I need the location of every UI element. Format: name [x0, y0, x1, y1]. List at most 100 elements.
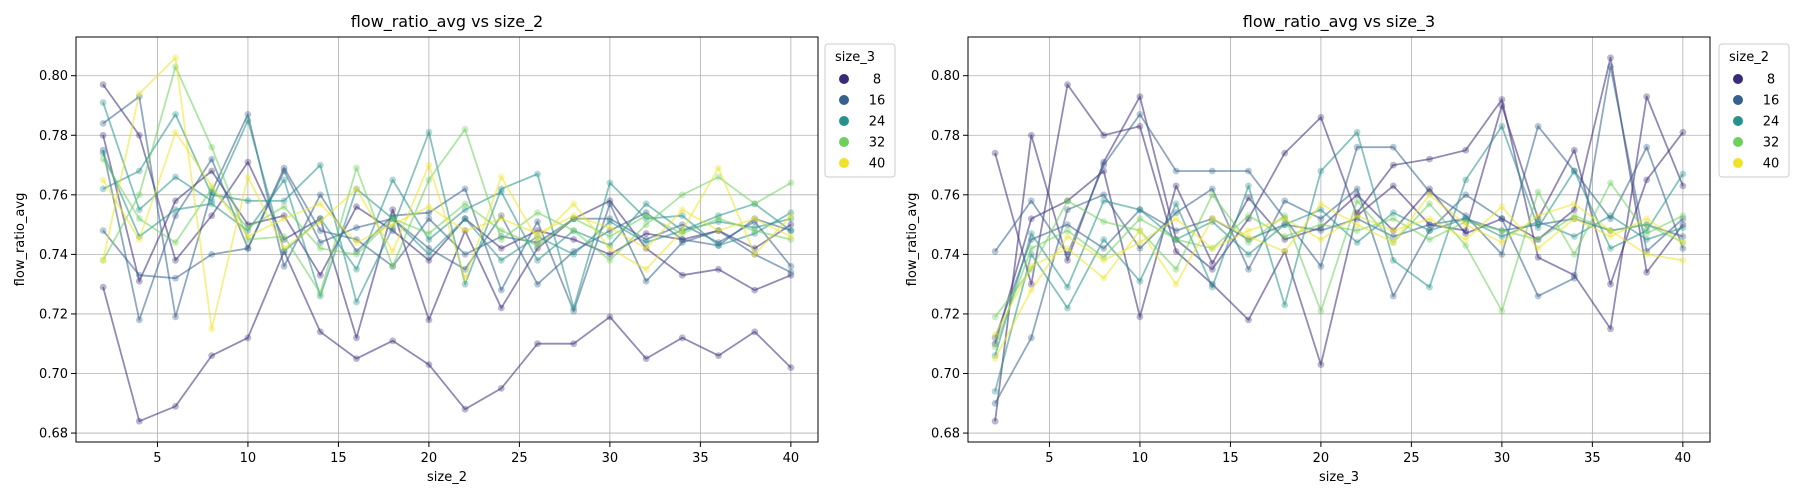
data-point — [99, 185, 107, 193]
data-point — [570, 307, 578, 315]
data-point — [1353, 227, 1361, 235]
data-point — [425, 230, 433, 237]
data-point — [1136, 227, 1144, 235]
data-point — [461, 227, 469, 235]
data-point — [1389, 209, 1397, 217]
data-point — [1679, 182, 1687, 190]
data-point — [425, 203, 433, 211]
y-tick-label: 0.74 — [39, 248, 68, 263]
y-tick-label: 0.78 — [931, 129, 960, 144]
data-point — [534, 242, 541, 249]
data-point — [1281, 215, 1289, 223]
data-point — [678, 227, 686, 235]
data-point — [316, 271, 324, 279]
data-point — [1208, 215, 1216, 223]
data-point — [208, 352, 216, 359]
data-point — [1064, 197, 1071, 205]
x-tick-label: 10 — [240, 451, 257, 466]
data-point — [135, 90, 143, 97]
data-point — [787, 268, 795, 276]
data-point — [1570, 200, 1578, 208]
data-point — [316, 200, 324, 208]
data-point — [316, 161, 324, 169]
y-tick-label: 0.80 — [931, 69, 960, 84]
data-point — [1172, 265, 1180, 273]
data-point — [208, 251, 216, 258]
data-point — [1462, 191, 1470, 199]
data-point — [280, 245, 288, 252]
series-line-5 — [994, 65, 1684, 404]
data-point — [244, 117, 252, 124]
data-point — [534, 256, 541, 264]
data-point — [99, 99, 107, 106]
data-point — [751, 251, 759, 258]
series-line-13 — [102, 131, 792, 250]
data-point — [425, 316, 433, 324]
data-point — [389, 206, 397, 214]
data-point — [1607, 63, 1614, 71]
data-point — [751, 286, 759, 294]
data-point — [715, 242, 722, 249]
data-point — [991, 355, 999, 362]
data-point — [1462, 230, 1470, 237]
data-point — [316, 227, 324, 235]
data-point — [534, 218, 541, 226]
data-point — [280, 164, 288, 172]
chart-panel-2: 5 10 15 20 25 30 35 40 0.68 0.70 0.72 0.74 0.76 0.78 0… — [905, 12, 1790, 485]
data-point — [787, 221, 795, 229]
series-line-7 — [994, 125, 1684, 392]
data-point — [606, 179, 614, 187]
data-point — [1607, 245, 1614, 252]
data-point — [99, 146, 107, 154]
data-point — [1245, 212, 1252, 220]
data-point — [606, 256, 614, 264]
data-point — [244, 236, 252, 243]
data-point — [172, 128, 179, 136]
data-point — [389, 337, 397, 345]
data-point — [642, 265, 650, 273]
data-point — [606, 245, 614, 252]
data-point — [1498, 239, 1506, 246]
data-point — [787, 364, 795, 371]
data-point — [1172, 215, 1180, 223]
series-line-12 — [102, 56, 792, 330]
series-line-10 — [102, 65, 792, 295]
data-point — [1534, 254, 1542, 261]
data-point — [389, 262, 397, 270]
data-point — [1570, 206, 1578, 214]
data-point — [172, 402, 179, 410]
data-point — [1281, 233, 1289, 240]
data-point — [1172, 182, 1180, 190]
data-point — [1643, 230, 1651, 237]
data-point — [1245, 194, 1252, 202]
data-point — [172, 206, 179, 214]
data-point — [1607, 227, 1614, 235]
data-point — [1208, 167, 1216, 175]
data-point — [1389, 233, 1397, 240]
data-point — [787, 227, 795, 235]
data-point — [1643, 176, 1651, 184]
y-tick-label: 0.72 — [39, 307, 68, 322]
data-point — [642, 200, 650, 208]
data-point — [1027, 131, 1035, 139]
data-point — [1534, 122, 1542, 130]
data-point — [461, 185, 469, 193]
data-point — [1100, 191, 1108, 199]
legend-entry: 32 — [869, 136, 886, 151]
data-point — [1462, 221, 1470, 229]
data-point — [1027, 286, 1035, 294]
data-point — [99, 227, 107, 235]
data-point — [1426, 155, 1433, 163]
data-point — [991, 248, 999, 255]
data-point — [787, 209, 795, 217]
data-point — [1317, 206, 1325, 214]
data-point — [1136, 93, 1144, 100]
data-point — [678, 239, 686, 246]
data-point — [678, 334, 686, 342]
data-point — [172, 173, 179, 181]
data-point — [353, 185, 360, 193]
data-point — [1136, 245, 1144, 252]
data-point — [1208, 283, 1216, 291]
legend: size_3 8 16 24 32 40 — [824, 43, 896, 178]
